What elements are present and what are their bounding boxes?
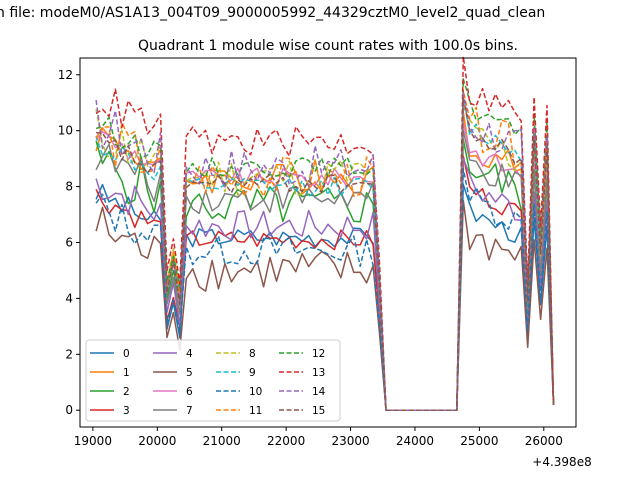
y-tick-label: 4 (65, 291, 73, 305)
series-line-4 (95, 158, 555, 411)
legend-label-15: 15 (312, 405, 325, 417)
y-axis: 0 2 4 6 8 10 12 (58, 68, 80, 417)
series-line-8 (95, 106, 555, 411)
figure-suptitle: n file: modeM0/AS1A13_004T09_9000005992_… (0, 5, 545, 21)
x-tick-label: 21000 (203, 434, 241, 448)
series-line-15 (96, 97, 555, 411)
x-tick-label: 23000 (331, 434, 369, 448)
x-tick-label: 22000 (267, 434, 305, 448)
legend-label-13: 13 (312, 367, 325, 379)
series-line-2 (95, 138, 555, 411)
legend-box (85, 339, 341, 422)
legend-label-7: 7 (186, 405, 193, 417)
series-line-10 (95, 168, 555, 411)
x-axis: 19000 20000 21000 22000 23000 24000 25000 26000 (74, 427, 563, 448)
legend-label-4: 4 (186, 348, 193, 360)
y-tick-label: 12 (58, 68, 73, 82)
legend-label-5: 5 (186, 367, 193, 379)
legend-label-1: 1 (123, 367, 130, 379)
legend-label-8: 8 (249, 348, 256, 360)
legend-label-14: 14 (312, 386, 326, 398)
x-offset-label: +4.398e8 (532, 455, 591, 469)
series-line-7 (95, 129, 555, 411)
x-tick-label: 24000 (396, 434, 434, 448)
legend-label-6: 6 (186, 386, 193, 398)
legend-label-9: 9 (249, 367, 256, 379)
series-line-5 (95, 199, 555, 411)
x-tick-label: 19000 (74, 434, 112, 448)
x-tick-label: 20000 (138, 434, 176, 448)
series-line-13 (95, 55, 555, 411)
legend-label-12: 12 (312, 348, 325, 360)
y-tick-label: 0 (65, 403, 73, 417)
y-tick-label: 10 (58, 124, 73, 138)
legend-label-10: 10 (249, 386, 262, 398)
legend-label-3: 3 (123, 405, 130, 417)
y-tick-label: 6 (65, 236, 73, 250)
legend-label-2: 2 (123, 386, 130, 398)
y-tick-label: 2 (65, 347, 73, 361)
x-tick-label: 25000 (460, 434, 498, 448)
y-tick-label: 8 (65, 180, 73, 194)
legend-label-0: 0 (123, 348, 130, 360)
x-tick-label: 26000 (525, 434, 563, 448)
legend-label-11: 11 (249, 405, 262, 417)
plot-lines (95, 55, 555, 411)
chart-title: Quadrant 1 module wise count rates with … (138, 38, 518, 54)
series-line-0 (95, 183, 555, 411)
